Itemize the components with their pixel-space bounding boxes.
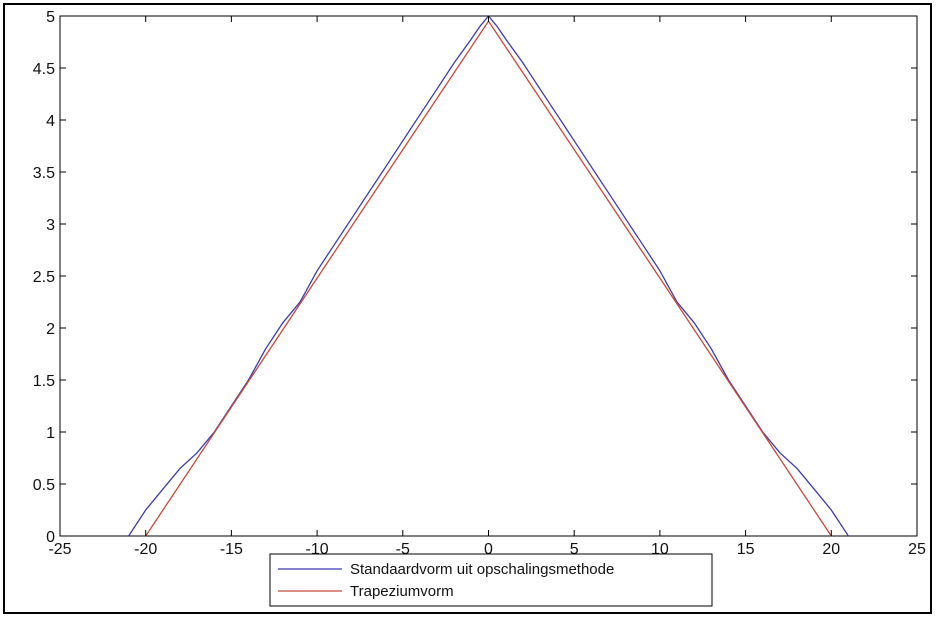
legend: Standaardvorm uit opschalingsmethode Trap…	[270, 554, 712, 606]
y-tick-label: 1	[46, 425, 55, 442]
y-tick-label: 3.5	[33, 165, 55, 182]
x-tick-label: 25	[908, 541, 926, 558]
y-tick-label: 4.5	[33, 61, 55, 78]
y-tick-label: 5	[46, 9, 55, 26]
y-tick-label: 1.5	[33, 373, 55, 390]
y-tick-label: 0.5	[33, 477, 55, 494]
legend-label-2: Trapeziumvorm	[350, 583, 454, 600]
legend-label-1: Standaardvorm uit opschalingsmethode	[350, 561, 614, 578]
y-tick-label: 2	[46, 321, 55, 338]
plot-area	[60, 16, 917, 536]
x-tick-label: 15	[737, 541, 755, 558]
y-tick-label: 3	[46, 217, 55, 234]
x-tick-label: -20	[134, 541, 157, 558]
x-tick-label: -15	[220, 541, 243, 558]
y-tick-label: 4	[46, 113, 55, 130]
y-tick-label: 0	[46, 529, 55, 546]
axes	[60, 16, 917, 536]
x-tick-label: 20	[822, 541, 840, 558]
y-tick-label: 2.5	[33, 269, 55, 286]
